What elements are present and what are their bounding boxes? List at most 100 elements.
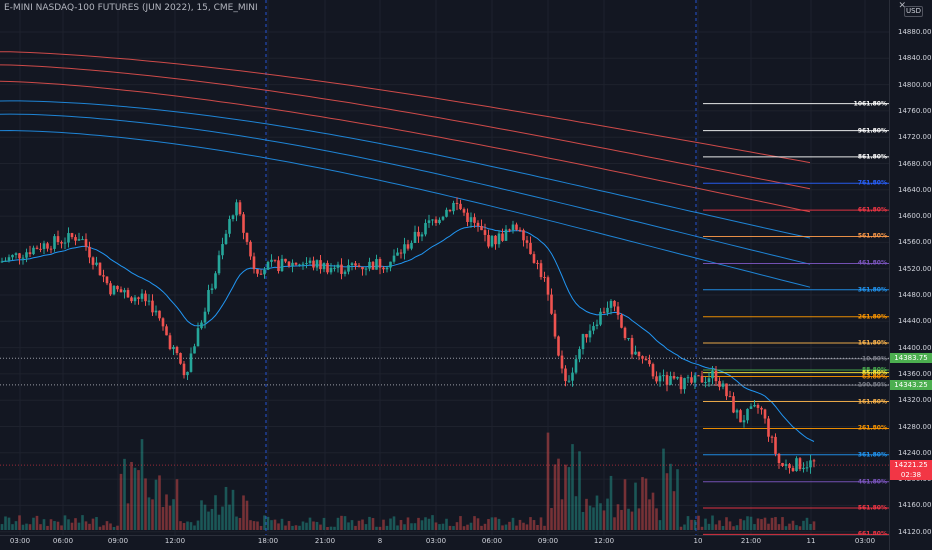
candle-body [399,252,403,254]
candle-body [805,467,809,469]
volume-bar [536,524,539,530]
volume-bar [767,523,770,530]
volume-bar [144,478,147,530]
volume-bar [557,458,560,530]
time-label: 12:00 [164,537,186,545]
volume-bar [102,525,105,530]
volume-bar [802,520,805,530]
candle-body [70,233,74,238]
volume-bar [189,522,193,530]
candle-body [88,246,91,258]
price-label: 14760.00 [898,106,932,115]
volume-bar [196,520,200,530]
volume-bar [301,521,305,530]
chart-canvas[interactable] [0,0,889,535]
candle-body [200,322,203,329]
candle-body [221,244,224,256]
volume-bar [60,525,63,530]
volume-bar [658,520,662,530]
candle-body [252,256,256,270]
candle-body [119,289,123,293]
volume-bar [672,491,676,530]
candle-body [669,375,672,385]
price-scale[interactable]: ✕ USD 14880.00 14840.00 14800.00 14760.00 14… [889,0,932,550]
volume-bar [413,523,417,530]
fib-level-label: 761.80% [857,179,887,187]
candle-body [25,252,28,258]
volume-bar [637,508,641,530]
time-scale[interactable]: 03:00 06:00 09:00 12:00 18:00 21:00 8 03:00 06:0… [0,535,889,550]
candle-body [18,253,21,259]
close-icon[interactable]: ✕ [898,1,906,11]
candle-body [676,377,679,379]
volume-bar [602,510,606,530]
candle-body [0,261,4,263]
chart-pane[interactable]: E-MINI NASDAQ-100 FUTURES (JUN 2022), 15… [0,0,889,538]
candle-body [193,346,196,354]
candle-body [249,241,252,257]
volume-bar [137,470,140,530]
volume-bar [368,516,371,530]
volume-bar [21,524,25,530]
fib-level-label: 461.80% [857,478,887,486]
time-label: 03:00 [854,537,876,545]
candle-body [161,318,165,327]
volume-bar [452,526,455,530]
candle-body [637,351,641,357]
volume-bars [0,432,816,530]
volume-bar [431,515,434,530]
currency-badge[interactable]: USD [904,6,923,17]
candle-body [284,258,287,262]
volume-bar [546,432,550,530]
candle-body [483,230,487,235]
time-label: 09:00 [107,537,129,545]
volume-bar [256,521,259,530]
volume-bar [571,444,574,530]
volume-bar [266,516,270,530]
volume-bar [175,479,179,530]
candle-body [396,252,399,256]
volume-bar [711,515,714,530]
volume-bar [133,467,137,530]
candle-body [182,363,186,376]
volume-bar [455,522,459,530]
candle-body [95,262,98,265]
volume-bar [679,526,683,530]
time-label: 18:00 [257,537,279,545]
candle-body [74,237,77,241]
candle-body [739,410,742,423]
symbol-title[interactable]: E-MINI NASDAQ-100 FUTURES (JUN 2022), 15… [4,3,258,13]
volume-bar [235,516,238,530]
volume-bar [249,520,252,530]
volume-bar [532,520,536,530]
volume-bar [228,504,231,530]
candle-body [116,285,119,290]
candle-body [655,376,658,382]
candle-body [21,257,25,259]
candle-body [312,260,315,268]
volume-bar [32,517,35,530]
candle-body [529,242,532,255]
volume-bar [725,517,728,530]
price-label: 14840.00 [898,54,932,63]
candle-body [147,300,151,302]
volume-bar [728,521,732,530]
volume-bar [620,509,623,530]
volume-bar [508,521,511,530]
volume-bar [399,520,403,530]
candle-body [543,277,546,279]
candle-body [525,240,529,243]
candle-body [301,263,305,265]
candle-body [196,328,200,347]
volume-bar [270,520,273,530]
candle-body [795,458,798,472]
price-label: 14280.00 [898,422,932,431]
volume-bar [574,496,578,530]
volume-bar [683,524,686,530]
candle-body [732,396,735,413]
candle-body [697,375,700,377]
volume-bar [14,521,18,530]
candle-body [154,310,158,313]
volume-bar [599,503,602,530]
